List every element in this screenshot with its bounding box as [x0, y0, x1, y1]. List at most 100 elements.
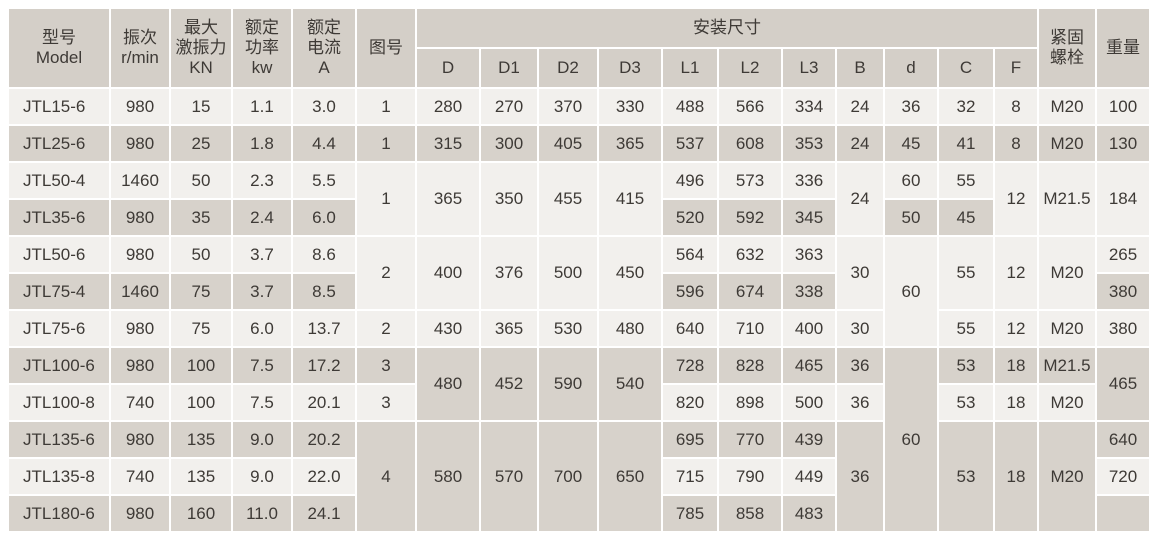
data-cell: 365	[481, 311, 537, 346]
data-cell: 715	[663, 459, 717, 494]
table-row: JTL135-6 980 135 9.0 20.2 4 580 570 700 650 695 770…	[9, 422, 1149, 531]
data-cell: 564	[663, 237, 717, 272]
data-cell: 365	[599, 126, 661, 161]
table-header: 型号 Model 振次 r/min 最大 激振力 KN 额定 功率 kw 额定 …	[9, 9, 1149, 87]
data-cell: 2	[357, 237, 415, 309]
data-cell: 45	[885, 126, 937, 161]
data-cell: 370	[539, 89, 597, 124]
data-cell: 695	[663, 422, 717, 457]
data-cell: 15	[171, 89, 231, 124]
data-cell: 350	[481, 163, 537, 235]
column-header-bolt: 紧固 螺栓	[1039, 9, 1095, 87]
model-cell: JTL50-4	[9, 163, 109, 198]
data-cell: 18	[995, 385, 1037, 420]
data-cell: 160	[171, 496, 231, 531]
table-row: JTL100-8 740 100 7.5 20.1 3 820 898 500 36 53 18 M20	[9, 385, 1149, 420]
data-cell: 590	[539, 348, 597, 420]
column-header-l2: L2	[719, 49, 781, 87]
data-cell: 13.7	[293, 311, 355, 346]
data-cell: 3.7	[233, 237, 291, 272]
data-cell: 345	[783, 200, 835, 235]
data-cell: 6.0	[233, 311, 291, 346]
data-cell: 2	[357, 311, 415, 346]
data-cell: 1.8	[233, 126, 291, 161]
data-cell: 60	[885, 163, 937, 198]
data-cell: 17.2	[293, 348, 355, 383]
data-cell: 20.2	[293, 422, 355, 457]
data-cell: 24	[837, 163, 883, 235]
data-cell: 6.0	[293, 200, 355, 235]
data-cell: 980	[111, 311, 169, 346]
data-cell: 483	[783, 496, 835, 531]
data-cell: 365	[417, 163, 479, 235]
data-cell: 363	[783, 237, 835, 272]
data-cell: 3.7	[233, 274, 291, 309]
data-cell: 36	[837, 348, 883, 383]
model-cell: JTL75-6	[9, 311, 109, 346]
data-cell: M21.5	[1039, 348, 1095, 383]
data-cell: 55	[939, 163, 993, 198]
data-cell: 405	[539, 126, 597, 161]
data-cell: 20.1	[293, 385, 355, 420]
data-cell: 100	[171, 348, 231, 383]
data-cell: 8	[995, 89, 1037, 124]
data-cell: 5.5	[293, 163, 355, 198]
column-header-install-dims: 安装尺寸	[417, 9, 1037, 47]
data-cell: 828	[719, 348, 781, 383]
data-cell: 334	[783, 89, 835, 124]
data-cell: 9.0	[233, 459, 291, 494]
table-row: JTL25-6 980 25 1.8 4.4 1 315 300 405 365 537 608 353…	[9, 126, 1149, 161]
data-cell: 30	[837, 237, 883, 309]
data-cell: 12	[995, 311, 1037, 346]
data-cell: 898	[719, 385, 781, 420]
data-cell: 400	[417, 237, 479, 309]
data-cell: 315	[417, 126, 479, 161]
data-cell: 18	[995, 422, 1037, 531]
data-cell: 537	[663, 126, 717, 161]
data-cell: 455	[539, 163, 597, 235]
data-cell: 1460	[111, 274, 169, 309]
data-cell: 465	[1097, 348, 1149, 420]
data-cell: 22.0	[293, 459, 355, 494]
data-cell: M20	[1039, 89, 1095, 124]
data-cell: 496	[663, 163, 717, 198]
data-cell: 4.4	[293, 126, 355, 161]
data-cell: 7.5	[233, 385, 291, 420]
column-header-weight: 重量	[1097, 9, 1149, 87]
data-cell: 12	[995, 237, 1037, 309]
data-cell: 980	[111, 496, 169, 531]
column-header-d3: D3	[599, 49, 661, 87]
model-cell: JTL15-6	[9, 89, 109, 124]
column-header-current: 额定 电流 A	[293, 9, 355, 87]
column-header-model: 型号 Model	[9, 9, 109, 87]
model-cell: JTL100-6	[9, 348, 109, 383]
data-cell: 1.1	[233, 89, 291, 124]
column-header-b: B	[837, 49, 883, 87]
data-cell: 580	[417, 422, 479, 531]
data-cell: 1	[357, 163, 415, 235]
model-cell: JTL180-6	[9, 496, 109, 531]
data-cell: 415	[599, 163, 661, 235]
data-cell: M20	[1039, 422, 1095, 531]
data-cell: 785	[663, 496, 717, 531]
data-cell: 35	[171, 200, 231, 235]
data-cell: 25	[171, 126, 231, 161]
data-cell: 520	[663, 200, 717, 235]
data-cell: 55	[939, 311, 993, 346]
data-cell	[1097, 496, 1149, 531]
data-cell: M21.5	[1039, 163, 1095, 235]
data-cell: 8.6	[293, 237, 355, 272]
model-cell: JTL25-6	[9, 126, 109, 161]
data-cell: 530	[539, 311, 597, 346]
data-cell: 1	[357, 89, 415, 124]
data-cell: 980	[111, 237, 169, 272]
data-cell: 858	[719, 496, 781, 531]
data-cell: 608	[719, 126, 781, 161]
table-row: JTL100-6 980 100 7.5 17.2 3 480 452 590 540 728 828…	[9, 348, 1149, 531]
data-cell: 674	[719, 274, 781, 309]
column-header-figure: 图号	[357, 9, 415, 87]
data-cell: 30	[837, 311, 883, 346]
data-cell: 980	[111, 89, 169, 124]
data-cell: 980	[111, 348, 169, 383]
